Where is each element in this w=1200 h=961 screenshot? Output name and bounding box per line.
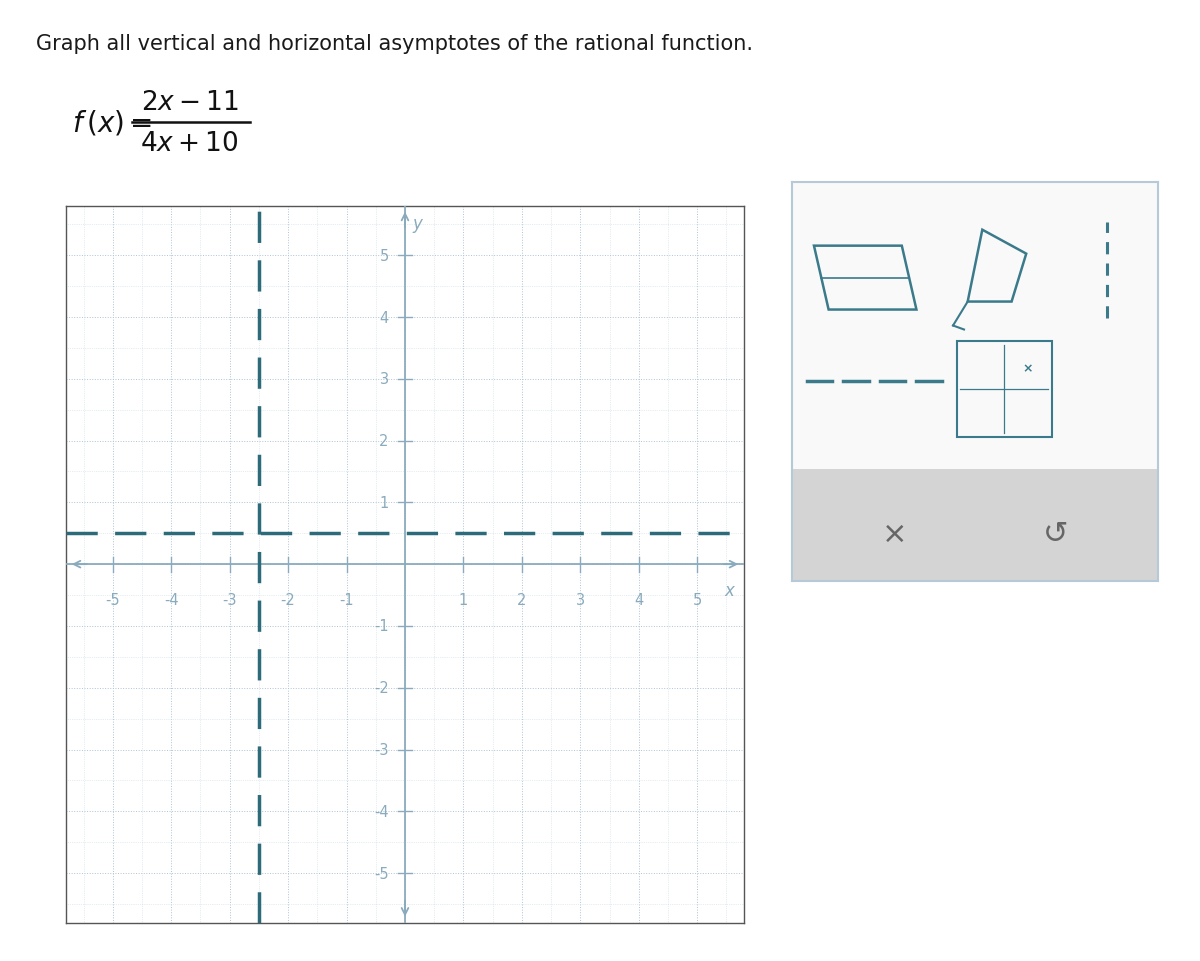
Text: ×: × bbox=[1022, 361, 1033, 375]
Text: -1: -1 bbox=[340, 592, 354, 607]
Text: Graph all vertical and horizontal asymptotes of the rational function.: Graph all vertical and horizontal asympt… bbox=[36, 34, 754, 54]
Text: ×: × bbox=[882, 519, 907, 548]
Text: y: y bbox=[413, 215, 422, 233]
Text: 3: 3 bbox=[379, 372, 389, 387]
Text: 5: 5 bbox=[692, 592, 702, 607]
Text: 3: 3 bbox=[576, 592, 584, 607]
Text: $2x-11$: $2x-11$ bbox=[140, 89, 239, 116]
Text: -5: -5 bbox=[106, 592, 120, 607]
Text: -2: -2 bbox=[281, 592, 295, 607]
Text: -3: -3 bbox=[374, 742, 389, 757]
Text: $4x+10$: $4x+10$ bbox=[140, 131, 239, 158]
Text: -4: -4 bbox=[164, 592, 179, 607]
Text: 2: 2 bbox=[517, 592, 527, 607]
Text: ↺: ↺ bbox=[1043, 519, 1068, 548]
Text: 2: 2 bbox=[379, 433, 389, 449]
Text: -3: -3 bbox=[222, 592, 236, 607]
Text: x: x bbox=[725, 581, 734, 600]
Text: 4: 4 bbox=[634, 592, 643, 607]
Text: 1: 1 bbox=[379, 495, 389, 510]
FancyBboxPatch shape bbox=[792, 470, 1158, 581]
Text: 1: 1 bbox=[458, 592, 468, 607]
Text: $f\,(x)=$: $f\,(x)=$ bbox=[72, 109, 152, 137]
Text: -2: -2 bbox=[374, 680, 389, 696]
Text: -5: -5 bbox=[374, 866, 389, 880]
Text: -1: -1 bbox=[374, 619, 389, 634]
Text: -4: -4 bbox=[374, 804, 389, 819]
Text: 4: 4 bbox=[379, 310, 389, 325]
Text: 5: 5 bbox=[379, 249, 389, 263]
